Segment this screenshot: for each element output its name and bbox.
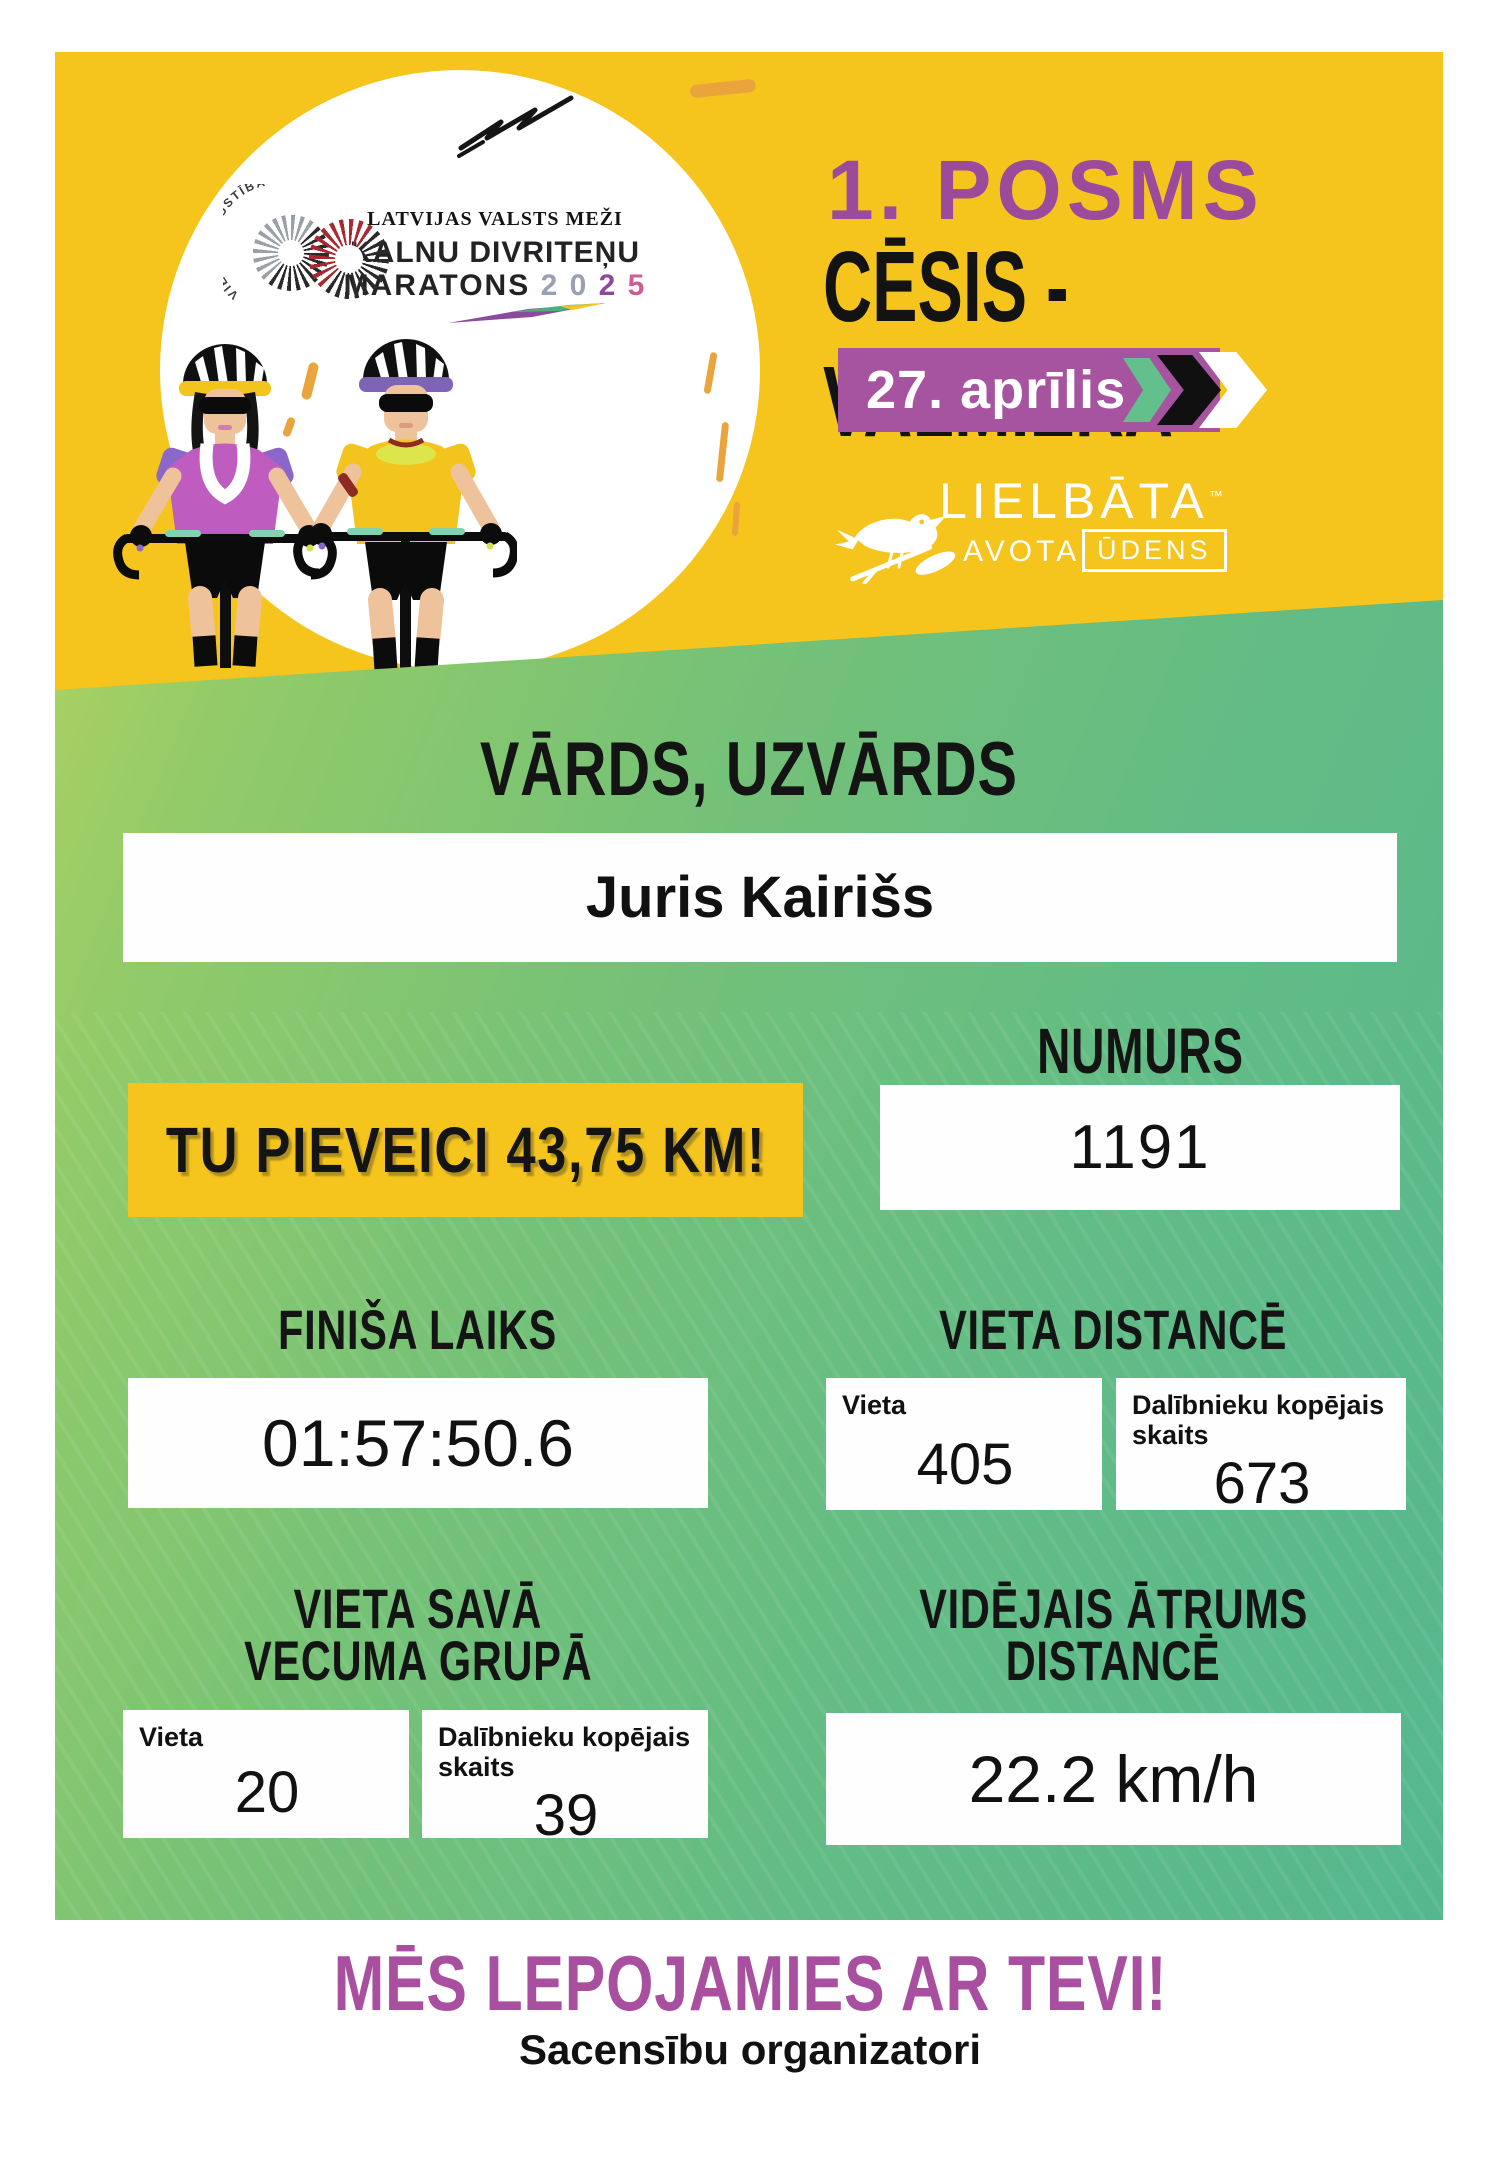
- place-distance-label: VIETA DISTANCĒ: [826, 1298, 1401, 1361]
- distance-banner: TU PIEVEICI 43,75 KM!: [128, 1083, 803, 1217]
- age-group-total-value: 39: [533, 1783, 599, 1849]
- total-participants-value: 673: [1213, 1451, 1311, 1517]
- vienmer-kustiba-arc-text: VIENMĒR KUSTĪBĀ: [223, 184, 266, 302]
- yellow-header-section: LATVIJAS VALSTS MEŽI KALNU DIVRITEŅU MAR…: [55, 52, 1443, 690]
- trademark-symbol: ™: [1208, 487, 1223, 504]
- number-section-label: NUMURS: [880, 1014, 1400, 1088]
- sponsor-subtitle-udens: ŪDENS: [1082, 529, 1227, 572]
- footer-slogan: MĒS LEPOJAMIES AR TEVI!: [0, 1938, 1500, 2029]
- paint-splatter-decoration: [731, 501, 741, 537]
- year-digit: 5: [627, 269, 647, 302]
- footer-slogan-text: MĒS LEPOJAMIES AR TEVI!: [333, 1939, 1167, 2027]
- cyclist-left: [113, 344, 337, 668]
- sponsor-name-text: LIELBĀTA: [939, 473, 1209, 529]
- year-digit: 0: [569, 269, 589, 302]
- event-title-line2: MARATONS 2 0 2 5: [325, 269, 665, 303]
- name-value-box: Juris Kairišs: [123, 833, 1397, 962]
- age-group-label: VIETA SAVĀ VECUMA GRUPĀ: [128, 1577, 708, 1692]
- participant-name: Juris Kairišs: [585, 865, 935, 930]
- finish-time-label-text: FINIŠA LAIKS: [278, 1298, 558, 1361]
- event-title-line1: KALNU DIVRITEŅU: [350, 236, 640, 269]
- stage-title: 1. POSMS: [827, 143, 1264, 237]
- lvm-title: LATVIJAS VALSTS MEŽI: [367, 208, 623, 230]
- avg-speed-value: 22.2 km/h: [968, 1742, 1259, 1816]
- avg-speed-box: 22.2 km/h: [826, 1713, 1401, 1845]
- footer-organizers: Sacensību organizatori: [518, 2026, 982, 2073]
- age-group-total-box: Dalībnieku kopējais skaits 39: [422, 1710, 708, 1848]
- place-distance-box: Vieta 405: [826, 1378, 1102, 1510]
- event-year: 2 0 2 5: [541, 269, 647, 302]
- age-group-place-value: 20: [234, 1760, 300, 1825]
- tricolor-swoosh-icon: [448, 303, 606, 323]
- finish-time-box: 01:57:50.6: [128, 1378, 708, 1508]
- avg-speed-label-line1: VIDĒJAIS ĀTRUMS: [919, 1577, 1308, 1640]
- place-label: Vieta: [842, 1390, 907, 1420]
- year-digit: 2: [598, 269, 618, 302]
- total-participants-label: Dalībnieku kopējais skaits: [438, 1722, 691, 1783]
- avg-speed-label-line2: DISTANCĒ: [1006, 1629, 1221, 1692]
- number-value-box: 1191: [880, 1085, 1400, 1210]
- place-label: Vieta: [139, 1722, 204, 1752]
- sponsor-subtitle-avota: AVOTA: [963, 535, 1081, 568]
- number-label-text: NUMURS: [1036, 1015, 1244, 1087]
- cyclists-illustration: [113, 339, 517, 670]
- paint-splatter-decoration: [689, 78, 757, 99]
- cyclist-right: [293, 339, 517, 670]
- age-group-label-line1: VIETA SAVĀ: [293, 1577, 543, 1640]
- bib-number: 1191: [1069, 1113, 1211, 1182]
- name-label-text: VĀRDS, UZVĀRDS: [480, 727, 1018, 812]
- date-badge-label: 27. aprīlis: [866, 360, 1127, 420]
- poster-card: LATVIJAS VALSTS MEŽI KALNU DIVRITEŅU MAR…: [55, 52, 1443, 1920]
- lvm-zigzag-icon: [457, 95, 574, 158]
- finish-time-value: 01:57:50.6: [262, 1406, 574, 1480]
- place-value: 405: [916, 1432, 1014, 1497]
- finish-time-label: FINIŠA LAIKS: [128, 1298, 708, 1361]
- age-group-place-box: Vieta 20: [123, 1710, 409, 1838]
- total-participants-box: Dalībnieku kopējais skaits 673: [1116, 1378, 1406, 1516]
- pinwheel-logo-icon: [309, 219, 389, 299]
- distance-banner-text: TU PIEVEICI 43,75 KM!: [165, 1114, 766, 1186]
- sponsor-name: LIELBĀTA™: [939, 472, 1279, 530]
- avg-speed-label: VIDĒJAIS ĀTRUMS DISTANCĒ: [826, 1577, 1401, 1692]
- year-digit: 2: [540, 269, 560, 302]
- name-section-label: VĀRDS, UZVĀRDS: [55, 726, 1443, 813]
- age-group-label-line2: VECUMA GRUPĀ: [243, 1629, 593, 1692]
- place-distance-label-text: VIETA DISTANCĒ: [939, 1298, 1288, 1361]
- bird-icon: [835, 514, 956, 584]
- total-participants-label: Dalībnieku kopējais skaits: [1132, 1390, 1385, 1451]
